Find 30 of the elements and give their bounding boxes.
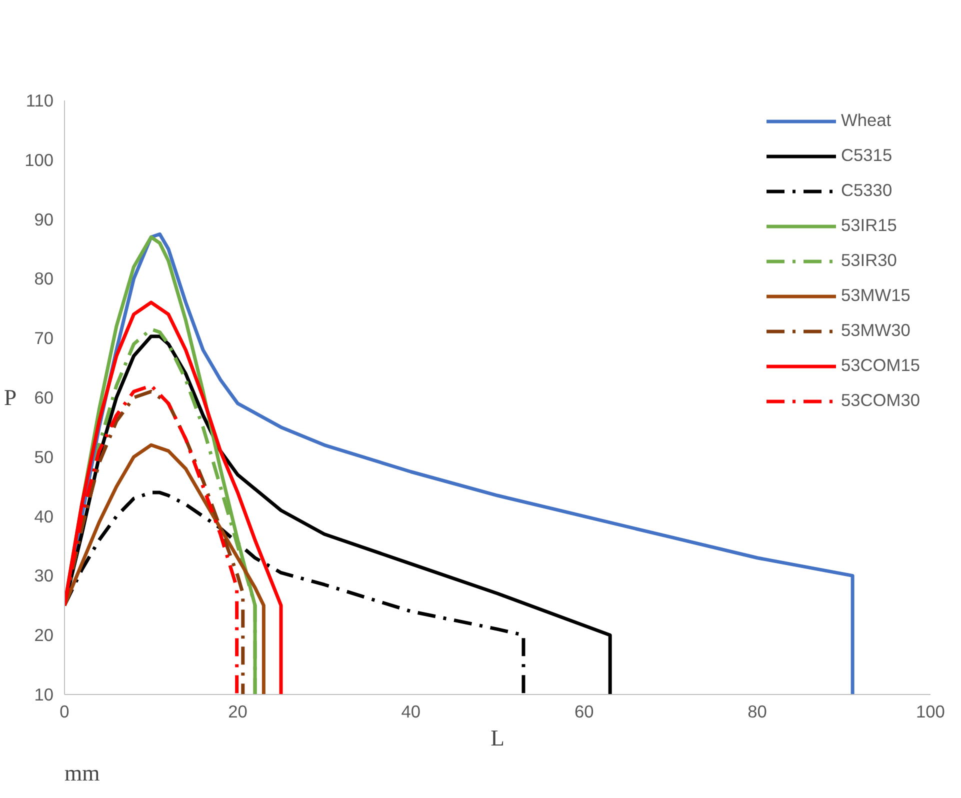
x-tick-label: 60 xyxy=(574,702,594,722)
x-tick-label: 0 xyxy=(60,702,70,722)
y-tick-label: 50 xyxy=(34,446,54,467)
y-tick-label: 90 xyxy=(34,209,54,230)
y-tick-label: 20 xyxy=(34,625,54,646)
y-tick-label: 10 xyxy=(34,684,54,704)
y-tick-label: 80 xyxy=(34,268,54,289)
legend-label: 53MW30 xyxy=(841,320,910,341)
y-axis-title: P xyxy=(4,385,17,410)
y-tick-label: 40 xyxy=(34,506,54,526)
y-tick-label: 100 xyxy=(24,150,54,170)
legend-label: C5330 xyxy=(841,180,892,201)
legend-label: C5315 xyxy=(841,145,892,166)
legend-label: 53COM30 xyxy=(841,390,920,411)
x-tick-label: 20 xyxy=(228,702,248,722)
x-tick-label: 40 xyxy=(401,702,421,722)
y-tick-label: 70 xyxy=(34,328,54,348)
x-tick-label: 80 xyxy=(748,702,767,722)
legend-label: 53COM15 xyxy=(841,355,920,376)
legend-label: 53IR30 xyxy=(841,250,897,271)
legend-label: 53MW15 xyxy=(841,285,910,306)
text: mm xyxy=(64,760,100,786)
y-tick-label: 30 xyxy=(34,566,54,586)
x-axis-title: L xyxy=(490,726,504,750)
y-tick-label: 60 xyxy=(34,388,54,408)
line-series xyxy=(64,443,266,694)
legend-label: Wheat xyxy=(841,110,892,131)
legend-label: 53IR15 xyxy=(841,215,897,236)
y-tick-label: 110 xyxy=(26,90,54,110)
x-tick-label: 100 xyxy=(916,702,945,722)
